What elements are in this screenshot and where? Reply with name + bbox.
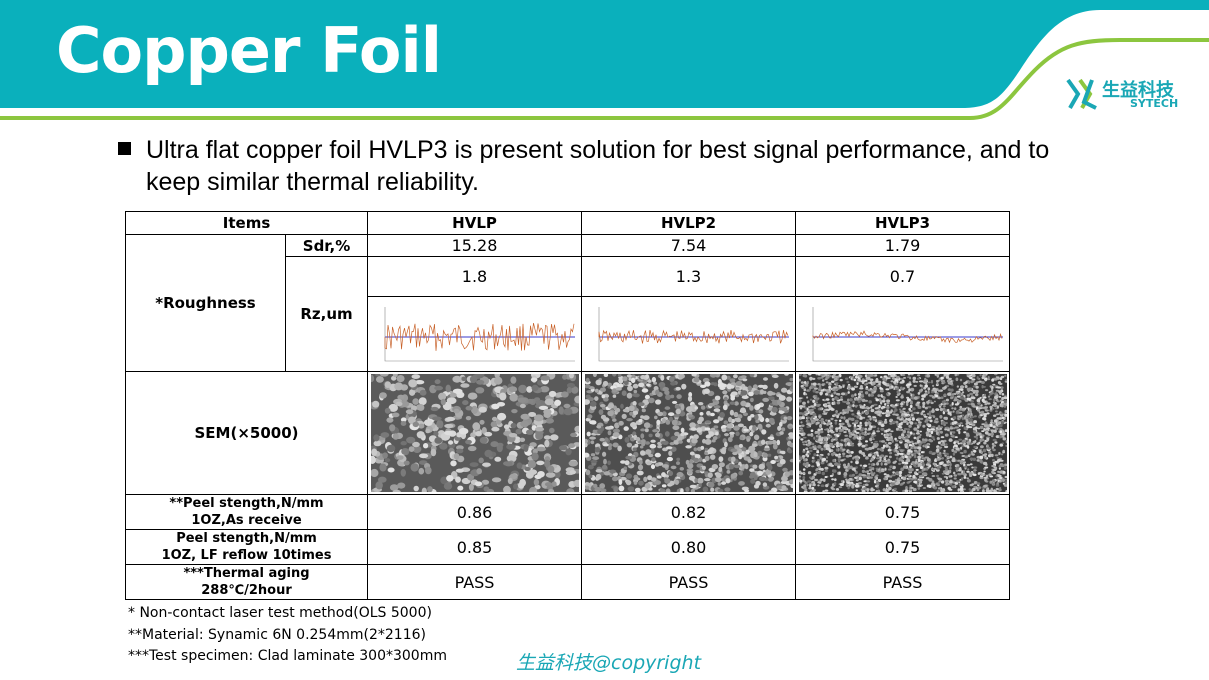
- sem-cell-hvlp: [367, 371, 583, 495]
- sem-cell-hvlp3: [795, 371, 1011, 495]
- thermal-hvlp2: PASS: [581, 564, 797, 600]
- sytech-logo: 生益科技 SYTECH: [1062, 74, 1192, 114]
- rz-hvlp2: 1.3: [581, 256, 797, 297]
- thermal-label-line1: ***Thermal aging: [183, 566, 310, 581]
- table-row-peel-as-receive: **Peel stength,N/mm 1OZ,As receive 0.86 …: [124, 494, 1011, 530]
- sem-label: SEM(×5000): [124, 371, 369, 495]
- copper-foil-table: Items HVLP HVLP2 HVLP3 *Roughness Sdr,% …: [124, 211, 1011, 600]
- rz-label: Rz,um: [284, 256, 369, 372]
- page-title: Copper Foil: [56, 14, 442, 87]
- bullet-square-icon: [118, 142, 131, 155]
- sem-image-hvlp: [370, 374, 579, 492]
- sdr-hvlp: 15.28: [367, 234, 583, 257]
- peel-as-receive-label-line1: **Peel stength,N/mm: [169, 496, 324, 511]
- logo-chinese-text: 生益科技: [1102, 80, 1174, 101]
- header-hvlp3: HVLP3: [795, 211, 1011, 235]
- header-band: [0, 0, 1209, 120]
- footnotes: * Non-contact laser test method(OLS 5000…: [128, 603, 447, 668]
- sdr-label: Sdr,%: [284, 234, 369, 257]
- peel-as-receive-label-line2: 1OZ,As receive: [191, 513, 302, 528]
- sytech-logo-icon: [1066, 78, 1097, 110]
- profile-cell-hvlp2: [581, 296, 797, 372]
- header-items: Items: [124, 211, 369, 235]
- sem-image-hvlp2: [584, 374, 793, 492]
- roughness-label: *Roughness: [125, 234, 286, 372]
- logo-english-text: SYTECH: [1130, 97, 1179, 110]
- table-row-peel-reflow: Peel stength,N/mm 1OZ, LF reflow 10times…: [124, 529, 1011, 565]
- peel-as-receive-hvlp2: 0.82: [581, 494, 797, 530]
- bullet-text: Ultra flat copper foil HVLP3 is present …: [146, 136, 1050, 196]
- header-hvlp: HVLP: [367, 211, 583, 235]
- thermal-label-line2: 288℃/2hour: [201, 583, 292, 598]
- peel-reflow-hvlp3: 0.75: [795, 529, 1011, 565]
- profile-cell-hvlp: [367, 296, 583, 372]
- peel-reflow-label-line2: 1OZ, LF reflow 10times: [161, 548, 332, 563]
- peel-reflow-hvlp: 0.85: [367, 529, 583, 565]
- peel-reflow-label: Peel stength,N/mm 1OZ, LF reflow 10times: [124, 529, 369, 565]
- peel-as-receive-hvlp3: 0.75: [795, 494, 1011, 530]
- peel-as-receive-hvlp: 0.86: [367, 494, 583, 530]
- thermal-hvlp3: PASS: [795, 564, 1011, 600]
- roughness-profile-hvlp2: [598, 307, 789, 362]
- sem-image-hvlp3: [798, 374, 1007, 492]
- table-row-sem: SEM(×5000): [124, 371, 1011, 495]
- sdr-hvlp3: 1.79: [795, 234, 1011, 257]
- table-header-row: Items HVLP HVLP2 HVLP3: [124, 211, 1011, 235]
- peel-as-receive-label: **Peel stength,N/mm 1OZ,As receive: [124, 494, 369, 530]
- sdr-hvlp2: 7.54: [581, 234, 797, 257]
- rz-hvlp: 1.8: [367, 256, 583, 297]
- footnote-1: * Non-contact laser test method(OLS 5000…: [128, 605, 432, 621]
- sem-cell-hvlp2: [581, 371, 797, 495]
- table-row-sdr: *Roughness Sdr,% 15.28 7.54 1.79: [125, 234, 1011, 372]
- roughness-profile-hvlp: [384, 307, 575, 362]
- rz-hvlp3: 0.7: [795, 256, 1011, 297]
- table-row-rz: Rz,um 1.8 1.3 0.7: [126, 256, 1011, 372]
- profile-cell-hvlp3: [795, 296, 1011, 372]
- header-hvlp2: HVLP2: [581, 211, 797, 235]
- table-row-thermal: ***Thermal aging 288℃/2hour PASS PASS PA…: [124, 564, 1011, 600]
- footnote-2: **Material: Synamic 6N 0.254mm(2*2116): [128, 626, 426, 643]
- peel-reflow-label-line1: Peel stength,N/mm: [176, 531, 317, 546]
- copyright-text: 生益科技@copyright: [516, 652, 702, 674]
- peel-reflow-hvlp2: 0.80: [581, 529, 797, 565]
- thermal-hvlp: PASS: [367, 564, 583, 600]
- footnote-3: ***Test specimen: Clad laminate 300*300m…: [128, 648, 447, 664]
- roughness-profile-hvlp3: [812, 307, 1003, 362]
- thermal-label: ***Thermal aging 288℃/2hour: [124, 564, 369, 600]
